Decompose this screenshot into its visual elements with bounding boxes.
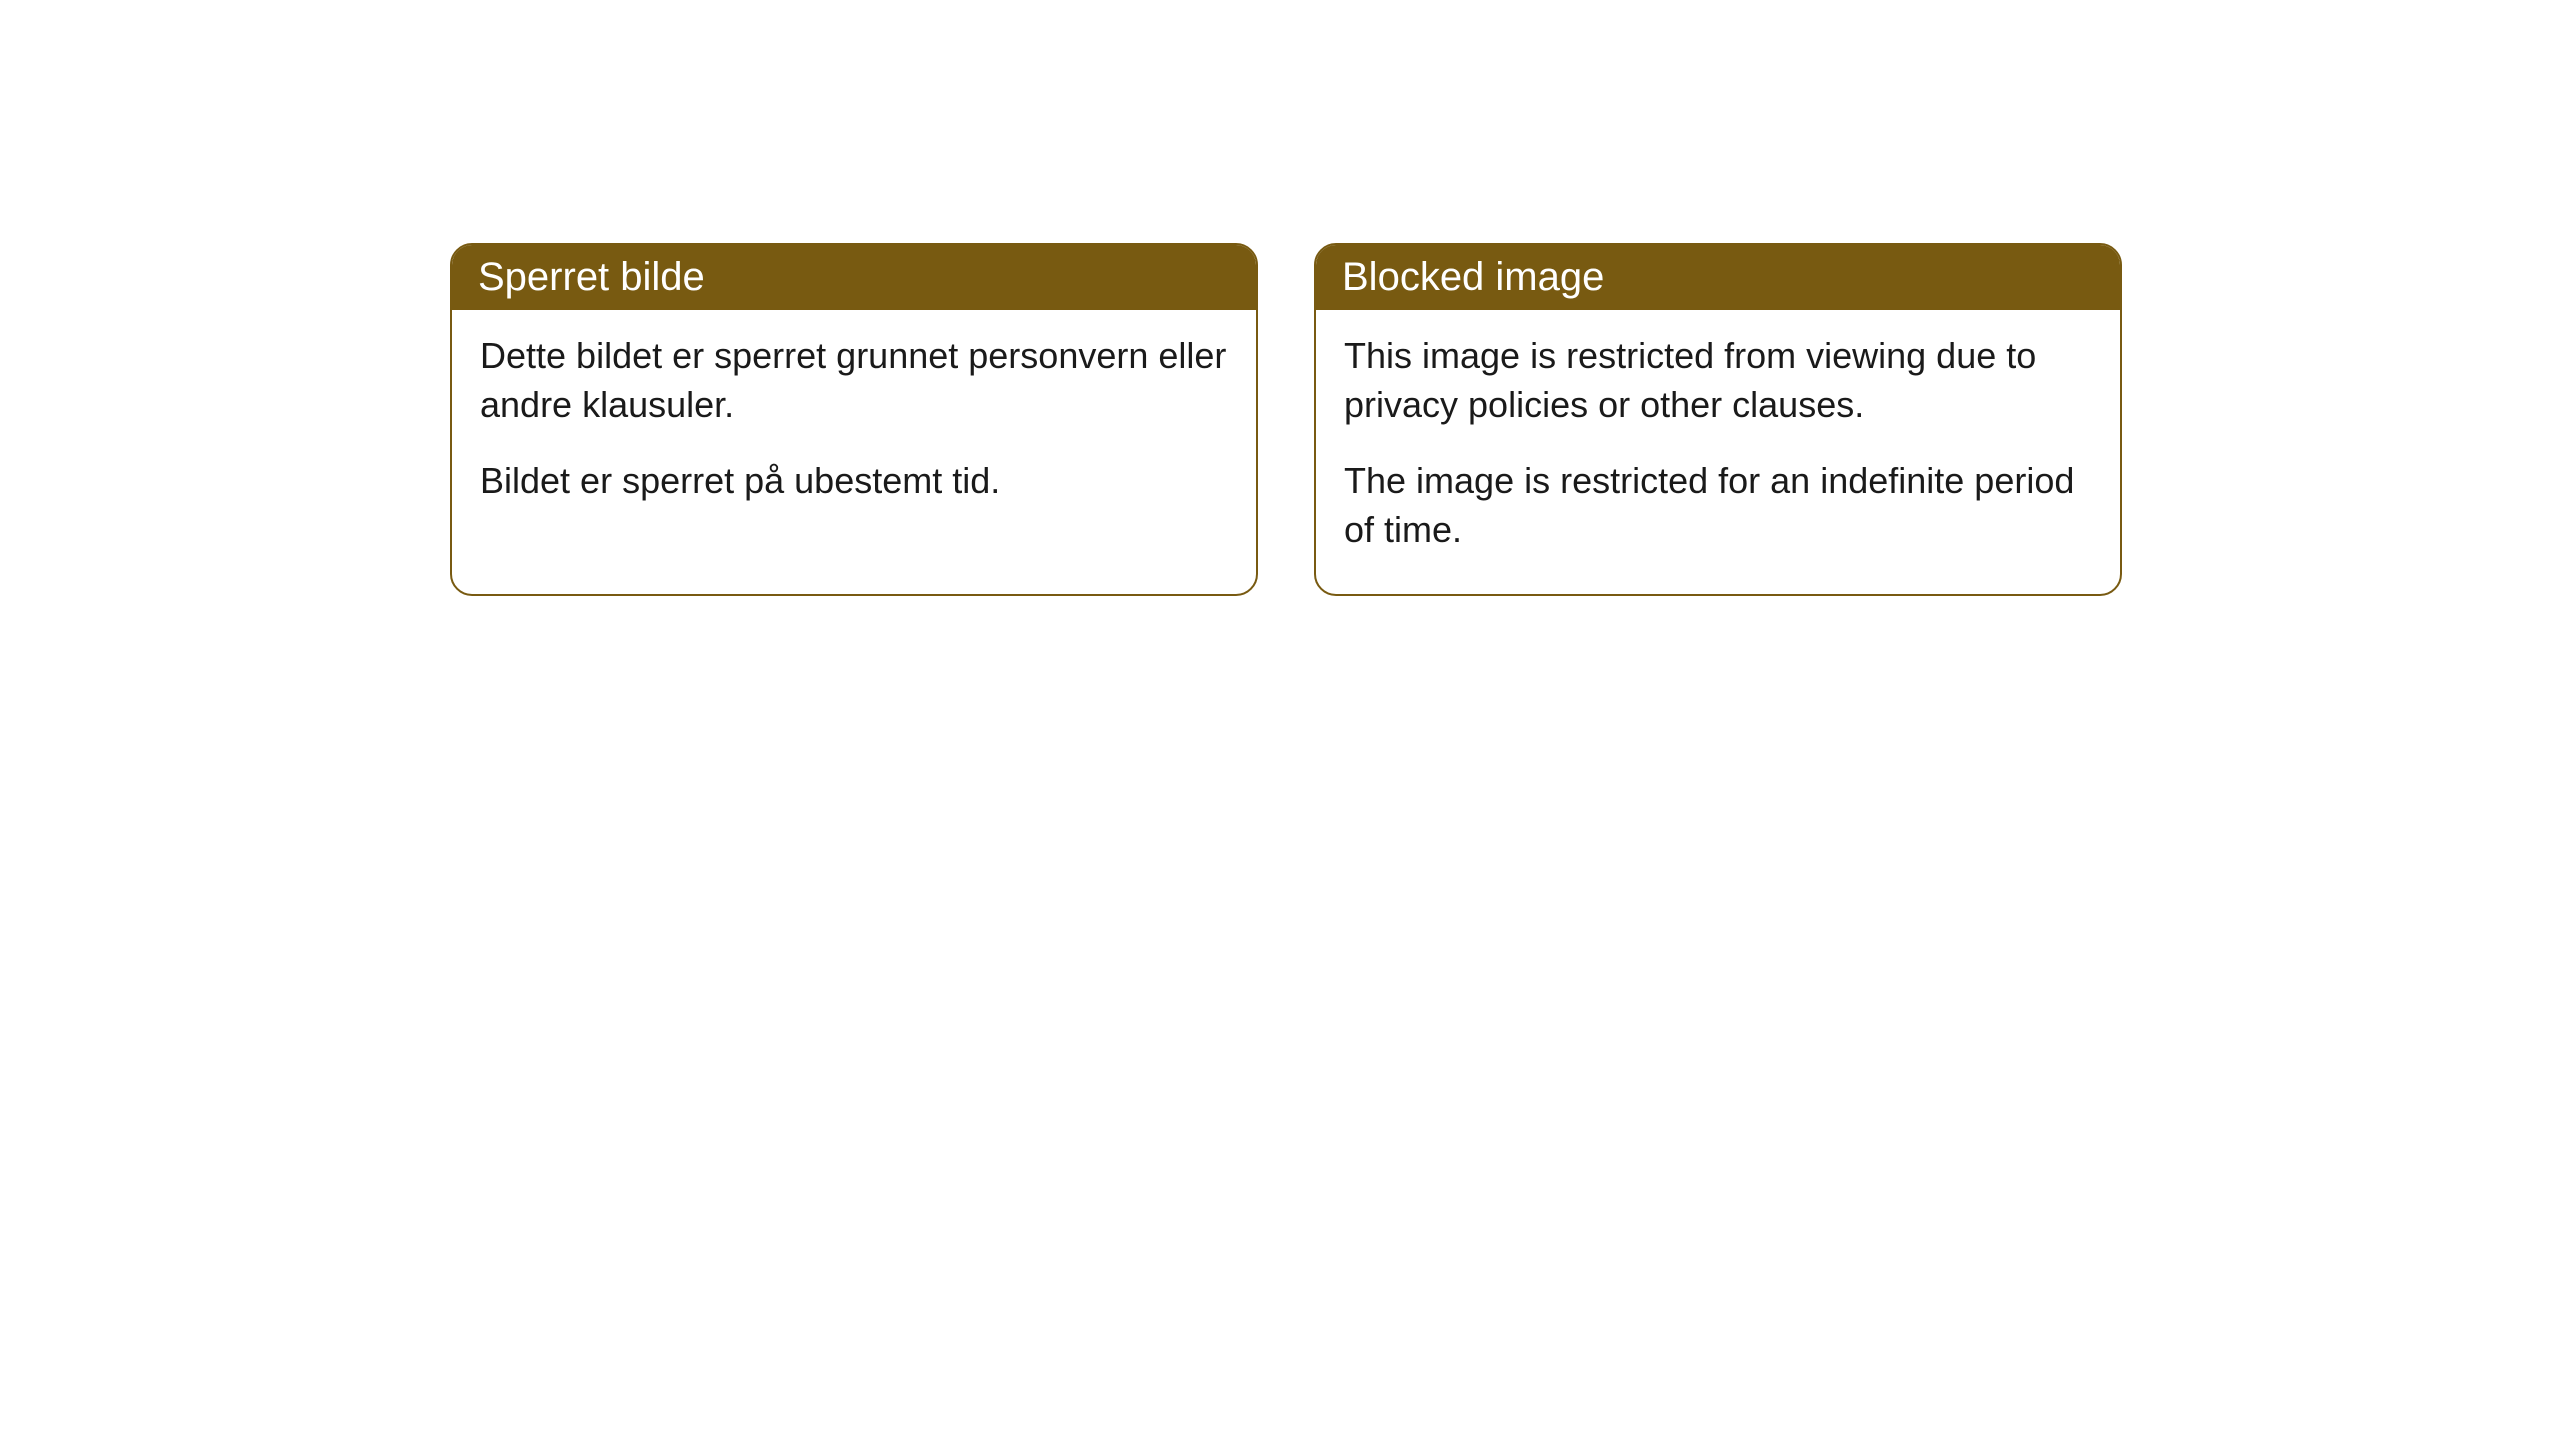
card-title: Blocked image [1342,255,1604,299]
notice-cards-container: Sperret bilde Dette bildet er sperret gr… [450,243,2122,596]
card-paragraph: The image is restricted for an indefinit… [1344,457,2092,554]
card-title: Sperret bilde [478,255,705,299]
card-header-english: Blocked image [1316,245,2120,310]
notice-card-norwegian: Sperret bilde Dette bildet er sperret gr… [450,243,1258,596]
card-paragraph: This image is restricted from viewing du… [1344,332,2092,429]
card-body-english: This image is restricted from viewing du… [1316,310,2120,594]
notice-card-english: Blocked image This image is restricted f… [1314,243,2122,596]
card-body-norwegian: Dette bildet er sperret grunnet personve… [452,310,1256,546]
card-header-norwegian: Sperret bilde [452,245,1256,310]
card-paragraph: Dette bildet er sperret grunnet personve… [480,332,1228,429]
card-paragraph: Bildet er sperret på ubestemt tid. [480,457,1228,506]
